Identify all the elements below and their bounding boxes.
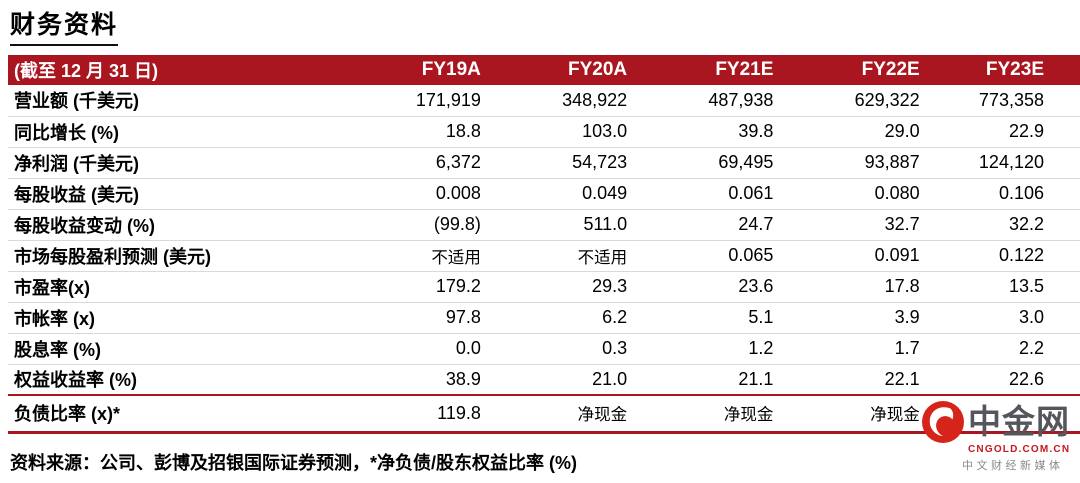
cell: 22.6 xyxy=(933,364,1080,396)
row-label: 市场每股盈利预测 (美元) xyxy=(8,240,349,272)
row-label: 负债比率 (x)* xyxy=(8,395,349,434)
cell: 0.106 xyxy=(933,178,1080,210)
row-label: 净利润 (千美元) xyxy=(8,147,349,179)
row-label: 权益收益率 (%) xyxy=(8,364,349,396)
row-label: 每股收益变动 (%) xyxy=(8,209,349,241)
row-eps-change: 每股收益变动 (%) (99.8) 511.0 24.7 32.7 32.2 xyxy=(8,209,1080,241)
cell: 17.8 xyxy=(787,271,934,303)
header-period-label: (截至 12 月 31 日) xyxy=(8,55,349,85)
cell: 69,495 xyxy=(641,147,788,179)
cell: 6.2 xyxy=(494,302,642,334)
financial-table: (截至 12 月 31 日) FY19A FY20A FY21E FY22E F… xyxy=(8,55,1080,434)
header-col-fy21e: FY21E xyxy=(641,55,788,85)
row-pb-ratio: 市帐率 (x) 97.8 6.2 5.1 3.9 3.0 xyxy=(8,302,1080,334)
row-label: 每股收益 (美元) xyxy=(8,178,349,210)
row-label: 市帐率 (x) xyxy=(8,302,349,334)
cell: 3.9 xyxy=(787,302,934,334)
cell: 1.2 xyxy=(641,333,788,365)
cell: 净现金 xyxy=(641,395,788,434)
cell: 0.3 xyxy=(494,333,642,365)
cell: 1.7 xyxy=(787,333,934,365)
cell: 13.5 xyxy=(933,271,1080,303)
row-yoy-growth: 同比增长 (%) 18.8 103.0 39.8 29.0 22.9 xyxy=(8,116,1080,148)
cell: 0.065 xyxy=(641,240,788,272)
row-revenue: 营业额 (千美元) 171,919 348,922 487,938 629,32… xyxy=(8,85,1080,117)
cell: 32.2 xyxy=(933,209,1080,241)
cell: 348,922 xyxy=(494,85,642,117)
cell: 21.1 xyxy=(641,364,788,396)
cell: 22.9 xyxy=(933,116,1080,148)
row-dividend-yield: 股息率 (%) 0.0 0.3 1.2 1.7 2.2 xyxy=(8,333,1080,365)
cell: (99.8) xyxy=(348,209,495,241)
cell: 净现金 xyxy=(787,395,934,434)
cell: 18.8 xyxy=(348,116,495,148)
cell: 179.2 xyxy=(348,271,495,303)
header-col-fy19a: FY19A xyxy=(348,55,495,85)
cell: 487,938 xyxy=(641,85,788,117)
watermark-brand-text: 中金网 xyxy=(968,403,1070,440)
watermark-domain-text: CNGOLD.COM.CN xyxy=(968,444,1071,455)
cell: 0.0 xyxy=(348,333,495,365)
cell: 32.7 xyxy=(787,209,934,241)
row-roe: 权益收益率 (%) 38.9 21.0 21.1 22.1 22.6 xyxy=(8,364,1080,396)
cell: 0.049 xyxy=(494,178,642,210)
cell: 39.8 xyxy=(641,116,788,148)
table-header-row: (截至 12 月 31 日) FY19A FY20A FY21E FY22E F… xyxy=(8,55,1080,85)
cell: 773,358 xyxy=(933,85,1080,117)
cngold-watermark: 中金网 CNGOLD.COM.CN 中文财经新媒体 xyxy=(922,401,1080,473)
cell: 119.8 xyxy=(348,395,495,434)
cell: 净现金 xyxy=(494,395,642,434)
cell: 3.0 xyxy=(933,302,1080,334)
header-col-fy22e: FY22E xyxy=(787,55,934,85)
header-col-fy20a: FY20A xyxy=(494,55,642,85)
cell: 5.1 xyxy=(641,302,788,334)
cell: 不适用 xyxy=(348,240,495,272)
cell: 24.7 xyxy=(641,209,788,241)
cell: 97.8 xyxy=(348,302,495,334)
cell: 29.3 xyxy=(494,271,642,303)
row-label: 股息率 (%) xyxy=(8,333,349,365)
cell: 23.6 xyxy=(641,271,788,303)
cell: 0.061 xyxy=(641,178,788,210)
row-net-profit: 净利润 (千美元) 6,372 54,723 69,495 93,887 124… xyxy=(8,147,1080,179)
row-consensus-eps: 市场每股盈利预测 (美元) 不适用 不适用 0.065 0.091 0.122 xyxy=(8,240,1080,272)
cell: 22.1 xyxy=(787,364,934,396)
row-label: 同比增长 (%) xyxy=(8,116,349,148)
cell: 21.0 xyxy=(494,364,642,396)
row-net-gearing: 负债比率 (x)* 119.8 净现金 净现金 净现金 xyxy=(8,395,1080,434)
cngold-logo-icon xyxy=(922,401,964,443)
row-pe-ratio: 市盈率(x) 179.2 29.3 23.6 17.8 13.5 xyxy=(8,271,1080,303)
row-label: 市盈率(x) xyxy=(8,271,349,303)
cell: 6,372 xyxy=(348,147,495,179)
cell: 629,322 xyxy=(787,85,934,117)
cell: 171,919 xyxy=(348,85,495,117)
cell: 93,887 xyxy=(787,147,934,179)
header-col-fy23e: FY23E xyxy=(933,55,1080,85)
page-title: 财务资料 xyxy=(10,5,119,46)
cell: 0.122 xyxy=(933,240,1080,272)
cell: 29.0 xyxy=(787,116,934,148)
row-eps: 每股收益 (美元) 0.008 0.049 0.061 0.080 0.106 xyxy=(8,178,1080,210)
cell: 124,120 xyxy=(933,147,1080,179)
watermark-tagline-text: 中文财经新媒体 xyxy=(962,460,1064,472)
cell: 511.0 xyxy=(494,209,642,241)
cell: 38.9 xyxy=(348,364,495,396)
cell: 0.008 xyxy=(348,178,495,210)
cell: 0.080 xyxy=(787,178,934,210)
cell: 0.091 xyxy=(787,240,934,272)
cell: 54,723 xyxy=(494,147,642,179)
cell: 2.2 xyxy=(933,333,1080,365)
cell: 不适用 xyxy=(494,240,642,272)
source-note: 资料来源：公司、彭博及招银国际证券预测，*净负债/股东权益比率 (%) xyxy=(10,453,577,473)
cell: 103.0 xyxy=(494,116,642,148)
row-label: 营业额 (千美元) xyxy=(8,85,349,117)
watermark-brand-row: 中金网 xyxy=(922,401,1080,443)
